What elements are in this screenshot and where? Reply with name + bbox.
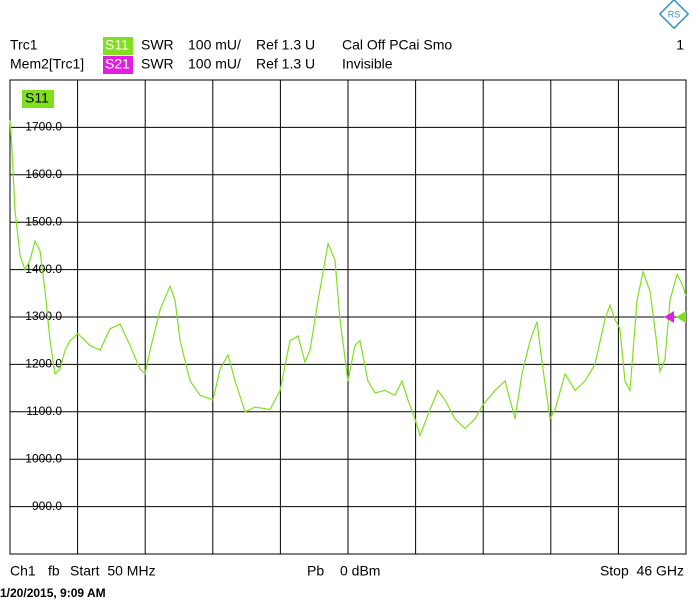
trace-param-box xyxy=(103,37,133,55)
y-tick-label: 1500.0 xyxy=(25,214,62,228)
trace-label: S11 xyxy=(25,90,49,106)
trace-name: Mem2[Trc1] xyxy=(10,56,84,72)
logo: RS xyxy=(658,0,690,30)
ref-marker xyxy=(676,311,686,323)
ref-marker xyxy=(664,311,674,323)
trace-info: Invisible xyxy=(342,56,393,72)
trace-scale: 100 mU/ xyxy=(188,56,241,72)
footer-channel: Ch1 xyxy=(10,563,36,579)
trace-ref: Ref 1.3 U xyxy=(256,37,315,53)
y-tick-label: 1300.0 xyxy=(25,309,62,323)
trace-name: Trc1 xyxy=(10,37,38,53)
trace-format: SWR xyxy=(141,37,174,53)
y-tick-label: 1100.0 xyxy=(26,404,62,418)
trace-param: S21 xyxy=(105,56,130,72)
footer-power: 0 dBm xyxy=(340,563,380,579)
trace-info: Cal Off PCai Smo xyxy=(342,37,452,53)
y-tick-label: 1400.0 xyxy=(25,262,62,276)
svg-text:RS: RS xyxy=(668,9,681,19)
footer-start: Start 50 MHz xyxy=(70,563,156,579)
timestamp: 1/20/2015, 9:09 AM xyxy=(0,586,106,600)
footer-stop: Stop 46 GHz xyxy=(600,563,684,579)
trace-label-box xyxy=(22,90,54,108)
footer-power-label: Pb xyxy=(307,563,324,579)
trace-param: S11 xyxy=(105,37,129,53)
y-tick-label: 1200.0 xyxy=(25,357,62,371)
y-tick-label: 1600.0 xyxy=(25,167,62,181)
trace-scale: 100 mU/ xyxy=(188,37,241,53)
trace-line xyxy=(9,120,687,438)
y-tick-label: 1000.0 xyxy=(25,451,62,465)
footer-sweep: fb xyxy=(48,563,60,579)
y-tick-label: 900.0 xyxy=(32,499,62,513)
y-tick-label: 1700.0 xyxy=(25,120,62,134)
trace-param-box xyxy=(103,56,133,74)
channel-number: 1 xyxy=(676,37,684,53)
trace-ref: Ref 1.3 U xyxy=(256,56,315,72)
trace-format: SWR xyxy=(141,56,174,72)
